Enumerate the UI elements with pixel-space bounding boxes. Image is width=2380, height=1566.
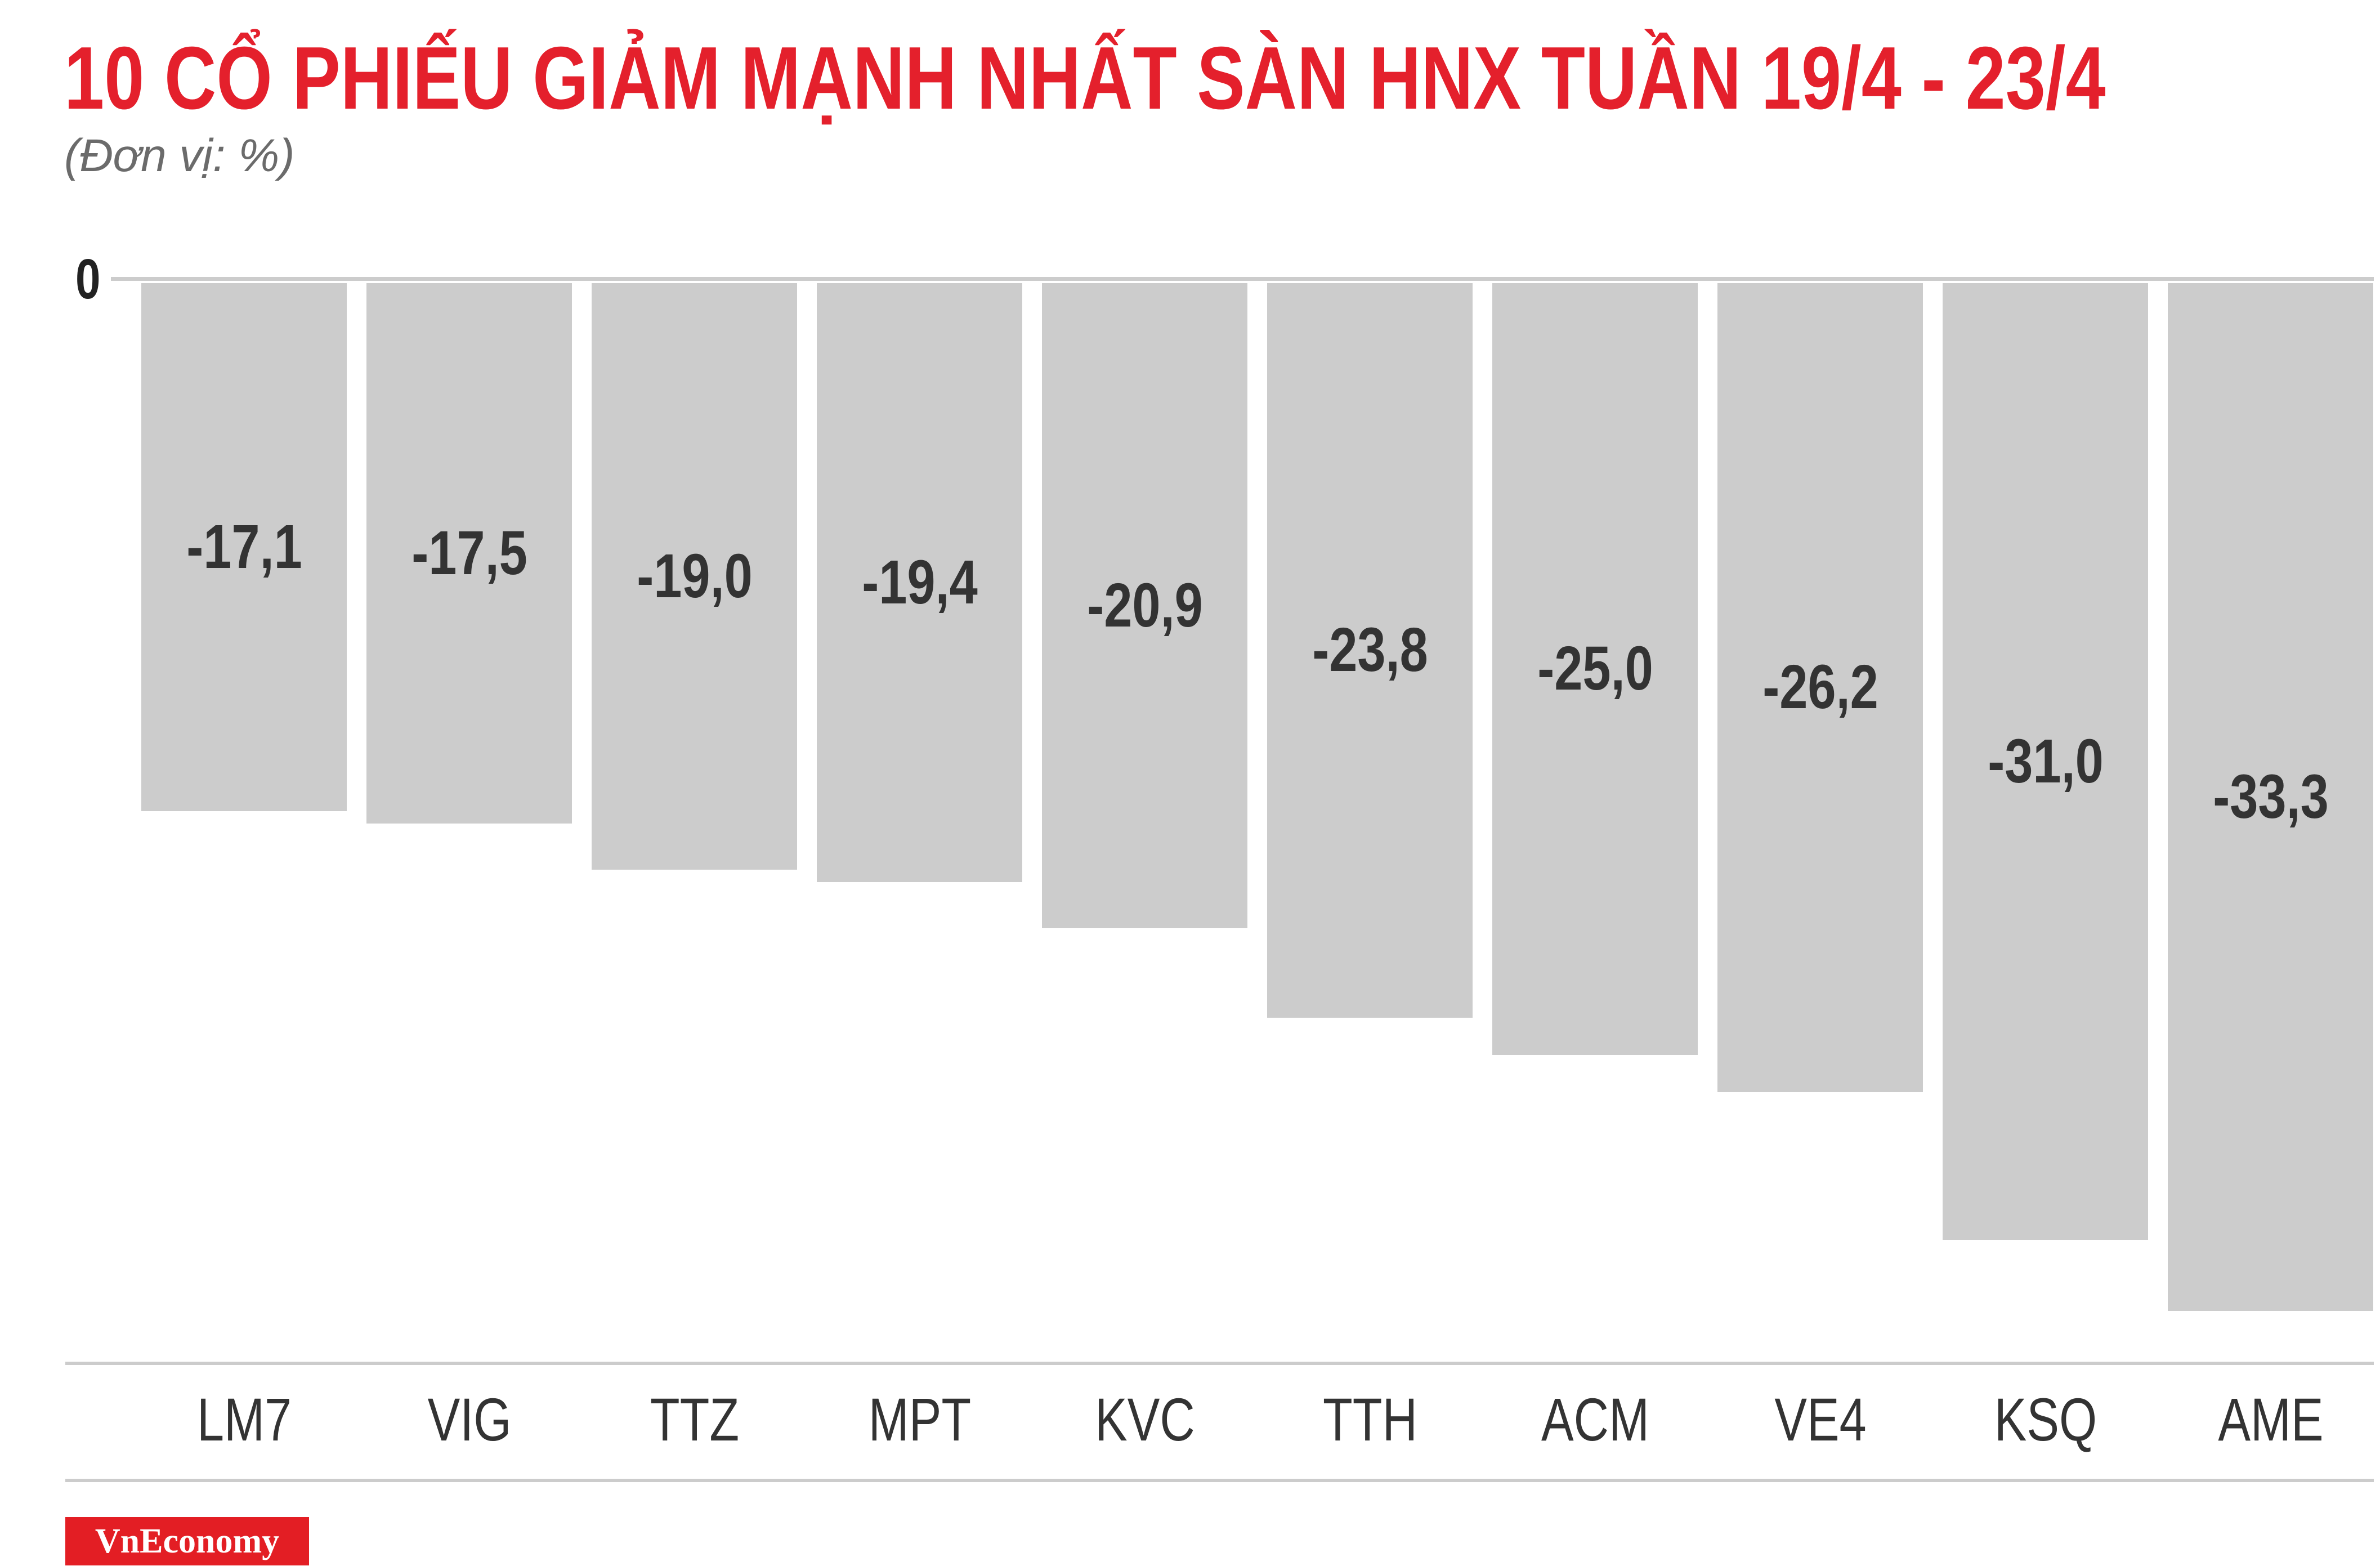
logo-text: VnEconomy	[95, 1522, 280, 1560]
bar-value-label: -20,9	[1086, 570, 1203, 640]
bar-value-label: -19,0	[636, 541, 753, 611]
bar-vig	[366, 283, 572, 824]
bar-ksq	[1943, 283, 2148, 1240]
bar-acm	[1492, 283, 1698, 1055]
bar-ame	[2168, 283, 2373, 1311]
zero-baseline	[111, 277, 2374, 281]
x-axis-category-label: TTH	[1322, 1385, 1417, 1453]
bar-value-label: -17,5	[411, 518, 527, 588]
footer-divider	[65, 1479, 2374, 1482]
x-axis-category-label: ACM	[1541, 1385, 1649, 1453]
bar-ttz	[592, 283, 797, 870]
bar-lm7	[141, 283, 347, 811]
chart-unit-subtitle: (Đơn vị: %)	[64, 130, 295, 181]
bar-tth	[1267, 283, 1473, 1018]
bar-value-label: -17,1	[186, 512, 302, 581]
bar-value-label: -31,0	[1987, 726, 2104, 796]
bar-value-label: -23,8	[1312, 615, 1428, 685]
y-tick-label-zero: 0	[75, 248, 101, 311]
x-axis-category-label: LM7	[196, 1385, 292, 1453]
bar-kvc	[1042, 283, 1247, 928]
bar-value-label: -26,2	[1762, 652, 1878, 722]
x-axis-category-label: MPT	[868, 1385, 971, 1453]
x-axis-category-label: KSQ	[1994, 1385, 2097, 1453]
bar-value-label: -25,0	[1537, 634, 1653, 704]
x-axis-line	[65, 1362, 2374, 1365]
bar-value-label: -33,3	[2212, 762, 2329, 831]
x-axis-category-label: AME	[2217, 1385, 2324, 1453]
x-axis-category-label: VIG	[427, 1385, 511, 1453]
vneconomy-logo: VnEconomy	[65, 1517, 309, 1565]
bar-value-label: -19,4	[861, 547, 978, 617]
chart-title: 10 CỔ PHIẾU GIẢM MẠNH NHẤT SÀN HNX TUẦN …	[64, 29, 2106, 128]
x-axis-category-label: TTZ	[650, 1385, 739, 1453]
bar-mpt	[817, 283, 1022, 882]
x-axis-category-label: VE4	[1774, 1385, 1867, 1453]
bar-ve4	[1717, 283, 1923, 1092]
x-axis-category-label: KVC	[1094, 1385, 1195, 1453]
